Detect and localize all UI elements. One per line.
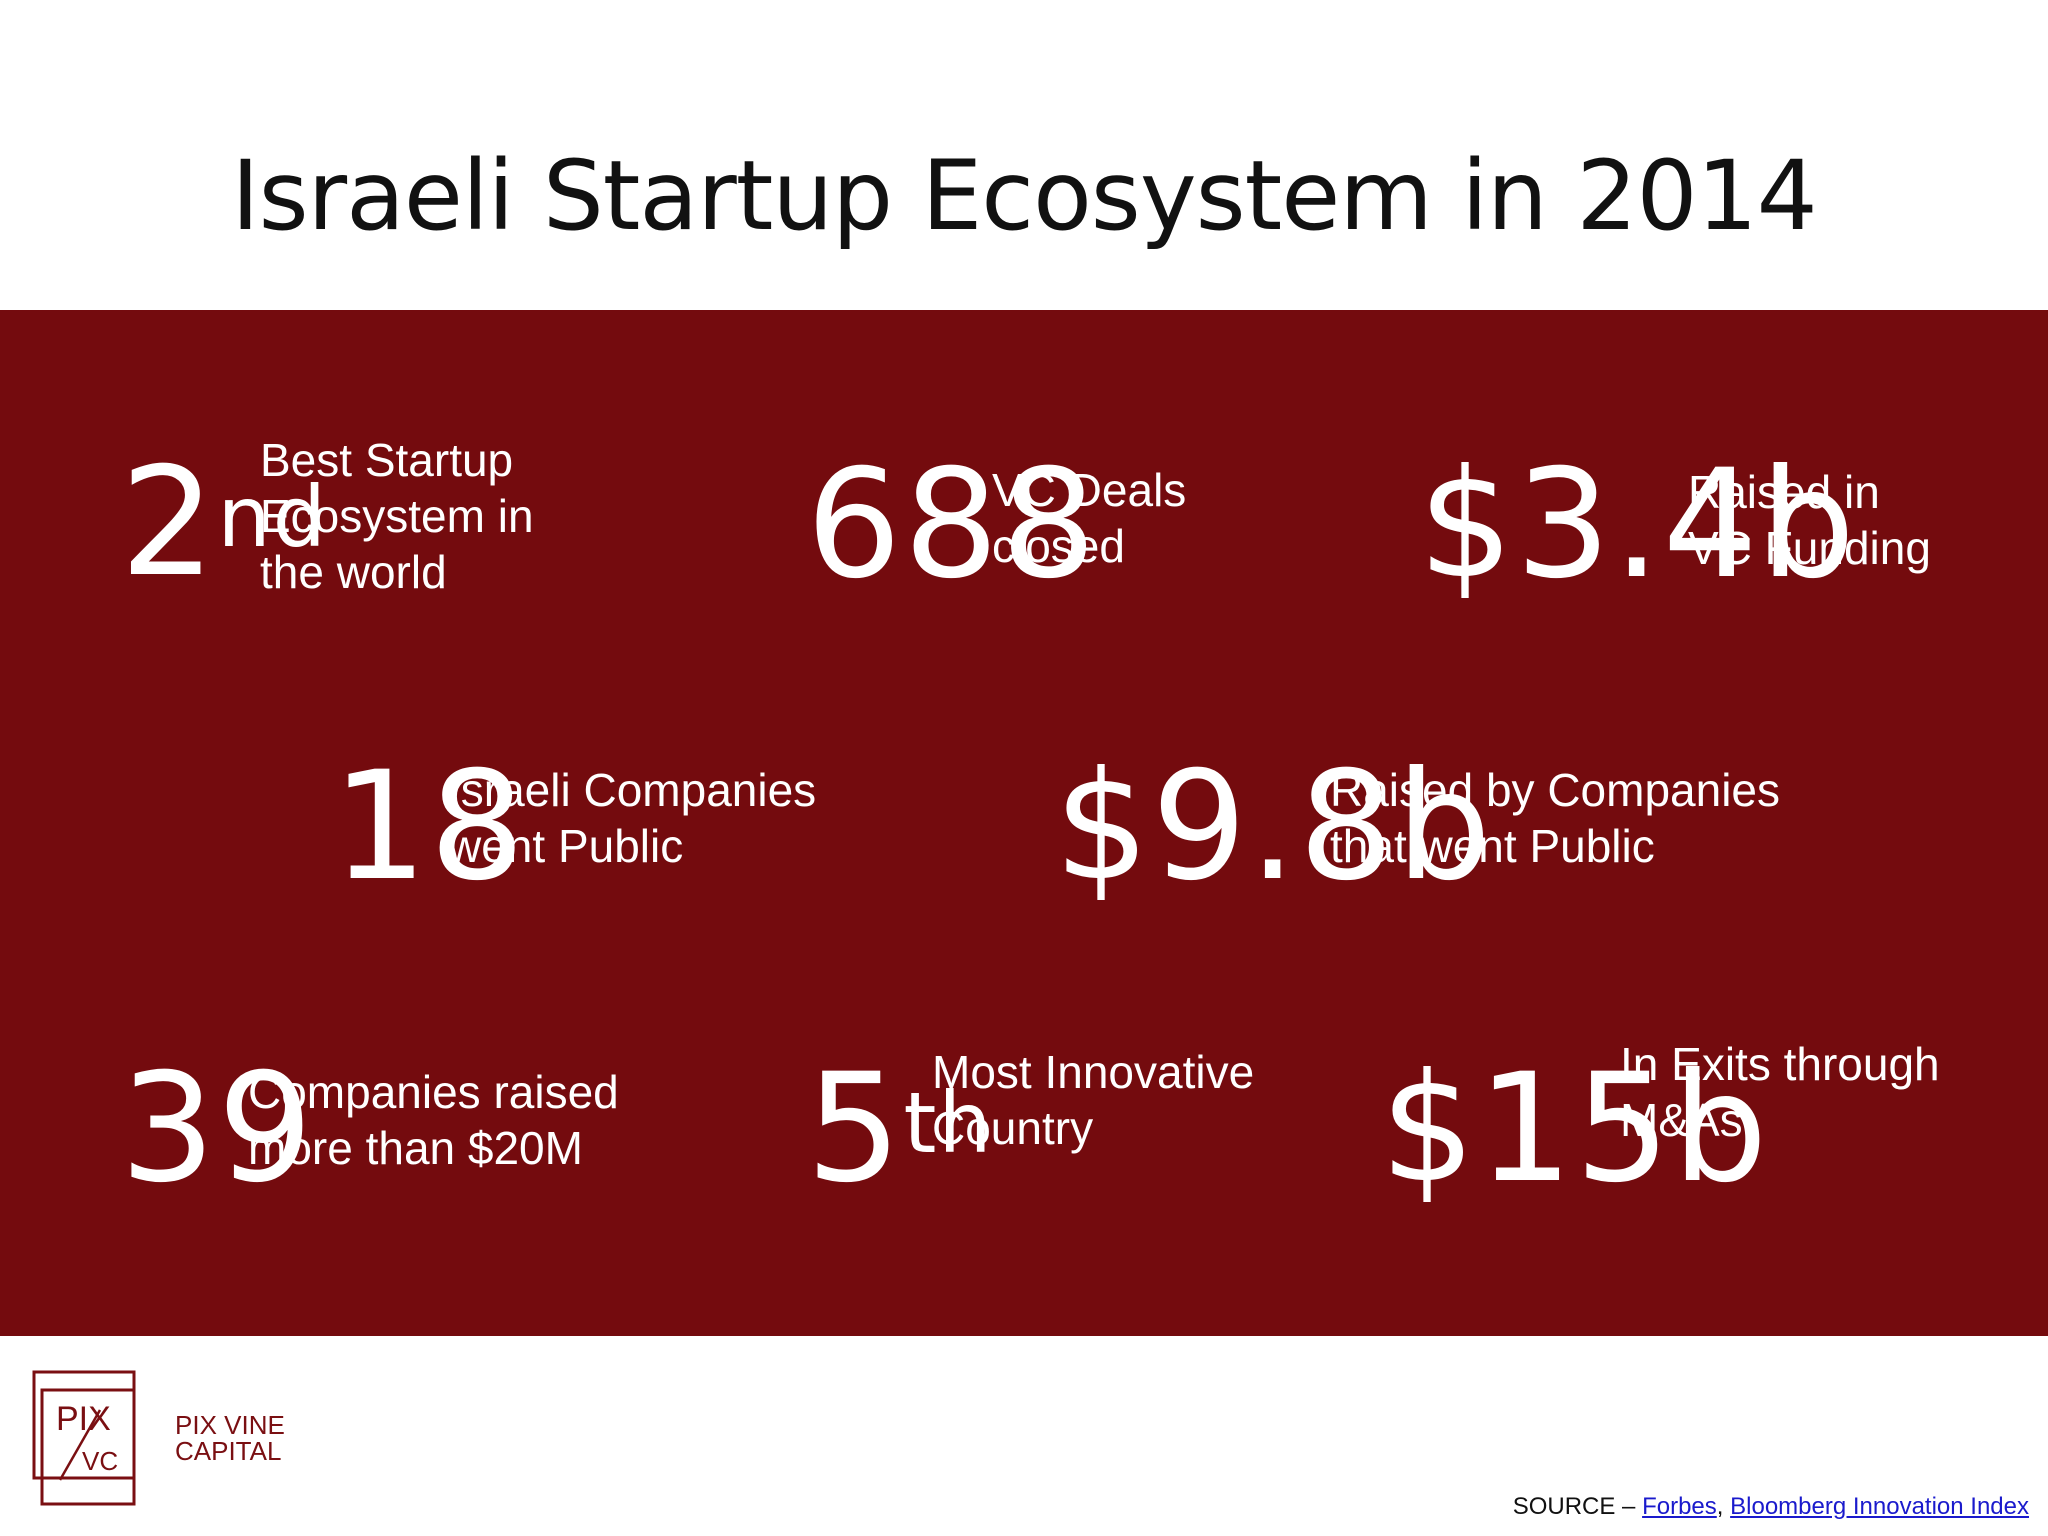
stat-value: 688 [806, 438, 1099, 612]
bloomberg-link[interactable]: Bloomberg Innovation Index [1730, 1493, 2029, 1520]
brand-line-1: PIX VINE [175, 1410, 285, 1440]
stat-description: Israeli Companies went Public [448, 764, 817, 872]
source-prefix: SOURCE – [1512, 1493, 1643, 1520]
brand-name: PIX VINE CAPITAL [175, 1412, 285, 1464]
stat-value: $15b [1380, 1042, 1770, 1216]
stat-value: 2nd [120, 436, 328, 610]
page-title: Israeli Startup Ecosystem in 2014 [231, 140, 1817, 252]
stat-description: VC Deals closed [992, 464, 1187, 572]
stat-companies-20m: 39 Companies raised more than $20M [120, 1054, 619, 1204]
forbes-link[interactable]: Forbes [1642, 1493, 1717, 1520]
stat-companies-public: 18 Israeli Companies went Public [332, 752, 817, 902]
stat-description: Raised in VC Funding [1688, 466, 1931, 574]
stat-description: Most Innovative Country [932, 1046, 1255, 1154]
stat-value: 5th [806, 1042, 994, 1216]
logo-mark-bottom: VC [82, 1446, 118, 1476]
stats-panel: 2nd Best Startup Ecosystem in the world … [0, 310, 2048, 1336]
stat-description: Raised by Companies that went Public [1330, 764, 1781, 872]
stat-vc-funding: $3.4b Raised in VC Funding [1418, 450, 1931, 600]
stat-innovative-country: 5th Most Innovative Country [806, 1046, 1254, 1204]
stat-value: $3.4b [1418, 438, 1858, 612]
stat-value: 18 [332, 740, 527, 914]
pixvine-logo-icon: PIX VC [32, 1370, 136, 1506]
stat-value: $9.8b [1054, 740, 1494, 914]
brand-line-2: CAPITAL [175, 1436, 282, 1466]
stat-description: In Exits through M&As [1620, 1038, 1940, 1146]
stat-description: Best Startup Ecosystem in the world [260, 434, 534, 598]
stat-best-ecosystem: 2nd Best Startup Ecosystem in the world [120, 434, 534, 600]
source-separator: , [1716, 1493, 1731, 1520]
stat-description: Companies raised more than $20M [248, 1066, 619, 1174]
stat-value: 39 [120, 1042, 315, 1216]
stat-raised-public: $9.8b Raised by Companies that went Publ… [1054, 752, 1781, 902]
source-citation: SOURCE – Forbes, Bloomberg Innovation In… [1513, 1493, 2029, 1521]
stat-exits: $15b In Exits through M&As [1380, 1038, 1940, 1204]
stat-vc-deals: 688 VC Deals closed [806, 450, 1187, 600]
logo-mark-top: PIX [56, 1400, 111, 1438]
